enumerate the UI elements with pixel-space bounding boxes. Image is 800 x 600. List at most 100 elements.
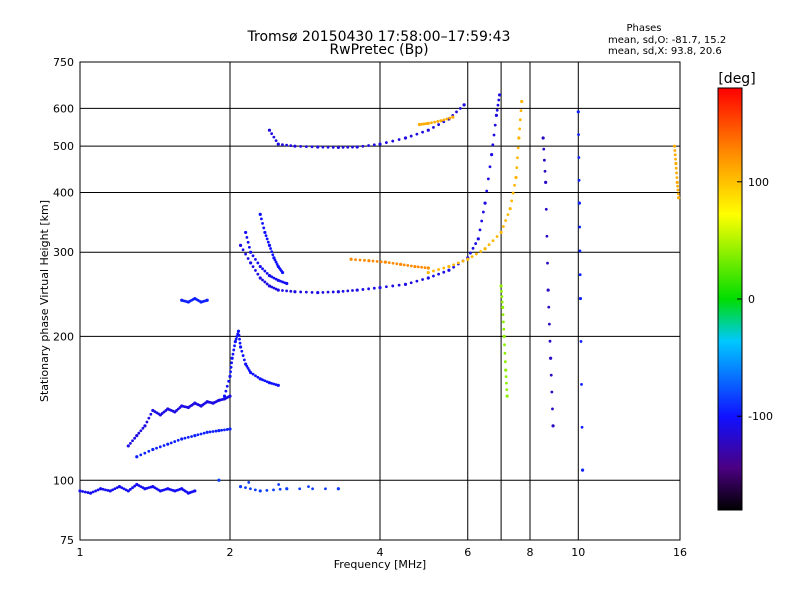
- data-point: [550, 390, 554, 394]
- data-point: [406, 264, 410, 267]
- data-point: [437, 272, 441, 276]
- data-point: [675, 180, 679, 184]
- data-point: [111, 488, 114, 492]
- data-point: [274, 260, 278, 264]
- data-point: [272, 488, 275, 492]
- data-point: [258, 276, 262, 280]
- data-point: [83, 490, 87, 494]
- data-point: [426, 276, 430, 280]
- data-point: [371, 259, 375, 263]
- data-point: [471, 246, 475, 250]
- data-point: [367, 144, 370, 147]
- data-point: [432, 269, 435, 273]
- colorbar-label: [deg]: [718, 71, 755, 87]
- data-point: [269, 247, 272, 250]
- data-point: [222, 394, 227, 398]
- data-point: [155, 446, 158, 450]
- data-point: [143, 451, 147, 455]
- data-point: [331, 290, 335, 294]
- data-point: [217, 429, 221, 433]
- data-point: [241, 248, 245, 252]
- data-point: [515, 166, 519, 170]
- data-point: [483, 201, 487, 205]
- data-point: [230, 356, 234, 360]
- data-point: [470, 255, 474, 259]
- data-point: [413, 264, 417, 269]
- data-point: [501, 305, 505, 309]
- data-point: [113, 487, 117, 491]
- data-point: [551, 424, 555, 428]
- data-point: [437, 268, 441, 271]
- colorbar-tick-label: -100: [748, 410, 773, 423]
- data-point: [578, 273, 582, 277]
- data-point: [145, 420, 149, 424]
- data-point: [267, 274, 272, 278]
- data-point: [324, 487, 327, 491]
- data-point: [104, 488, 107, 492]
- data-point: [280, 270, 285, 275]
- data-point: [676, 192, 680, 196]
- data-point: [501, 225, 505, 228]
- y-tick-label: 100: [53, 474, 74, 487]
- colorbar-tick-label: 0: [748, 293, 755, 306]
- data-point: [238, 243, 243, 248]
- data-point: [236, 329, 241, 333]
- data-point: [415, 132, 419, 136]
- data-point: [546, 288, 550, 292]
- data-point: [397, 138, 401, 141]
- data-point: [402, 263, 406, 267]
- data-point: [274, 139, 278, 143]
- data-point: [466, 257, 470, 261]
- data-point: [264, 234, 268, 238]
- data-point: [346, 145, 350, 149]
- data-point: [468, 251, 472, 255]
- data-point: [336, 487, 340, 491]
- data-point: [233, 340, 237, 344]
- data-point: [516, 156, 519, 160]
- data-point: [487, 243, 491, 247]
- data-point: [267, 284, 272, 288]
- data-point: [674, 157, 677, 161]
- data-point: [217, 478, 221, 482]
- data-point: [676, 184, 680, 188]
- data-point: [355, 288, 359, 292]
- data-point: [677, 196, 681, 200]
- data-point: [193, 434, 197, 438]
- data-point: [505, 381, 508, 385]
- data-point: [445, 117, 449, 121]
- data-point: [260, 217, 263, 221]
- data-point: [267, 128, 272, 132]
- data-point: [516, 146, 520, 150]
- data-point: [490, 153, 494, 157]
- colorbar-ticks: 100 0 -100: [737, 176, 773, 423]
- phase-stats-x: mean, sd,X: 93.8, 20.6: [608, 46, 722, 57]
- data-point: [391, 139, 395, 143]
- data-point: [505, 388, 509, 392]
- data-point: [326, 145, 330, 149]
- data-point: [372, 286, 376, 290]
- data-point: [375, 260, 379, 263]
- data-point: [151, 447, 155, 452]
- data-point: [579, 340, 583, 343]
- data-point: [235, 335, 239, 338]
- data-point: [495, 108, 499, 112]
- data-point: [234, 337, 238, 341]
- data-point: [316, 290, 320, 295]
- data-point: [261, 378, 264, 382]
- data-point: [580, 468, 585, 472]
- data-point: [361, 288, 365, 291]
- data-point: [403, 282, 408, 286]
- data-point: [387, 261, 391, 265]
- data-point: [133, 484, 137, 488]
- data-point: [244, 486, 247, 490]
- data-point: [674, 161, 678, 166]
- data-point: [326, 290, 330, 294]
- data-point: [447, 268, 451, 272]
- data-point: [135, 455, 139, 459]
- data-point: [244, 230, 248, 235]
- data-point: [99, 487, 103, 491]
- data-point: [491, 143, 495, 147]
- data-point: [214, 429, 218, 433]
- data-point: [378, 142, 382, 146]
